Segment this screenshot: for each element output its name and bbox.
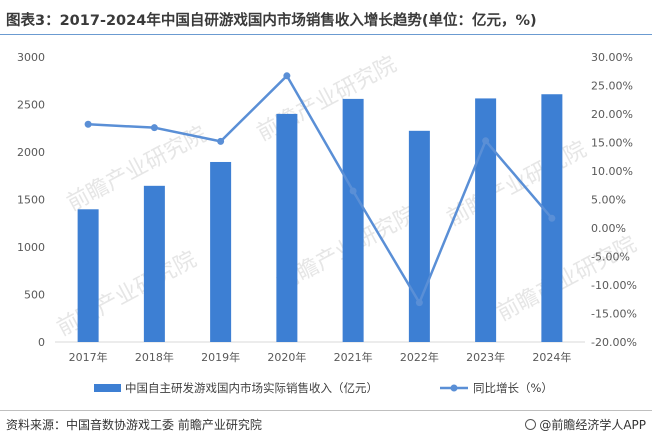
y-tick-label: 2500 xyxy=(17,99,45,112)
brand-credit: @前瞻经济学人APP xyxy=(525,416,646,433)
bar xyxy=(143,185,165,342)
line-series xyxy=(84,72,556,307)
chart-canvas: 前瞻产业研究院前瞻产业研究院前瞻产业研究院前瞻产业研究院前瞻产业研究院前瞻产业研… xyxy=(17,51,641,395)
y-axis-right: -20.00% -15.00% -10.00% -5.00% 0.00% 5.00% 10.… xyxy=(591,51,637,349)
x-tick-label: 2017年 xyxy=(69,350,108,364)
x-tick-label: 2018年 xyxy=(135,350,174,364)
bar xyxy=(77,209,99,342)
x-tick-label: 2019年 xyxy=(201,350,240,364)
watermark-text: 前瞻产业研究院 xyxy=(253,52,401,146)
legend-bar-swatch xyxy=(94,384,121,392)
line-point xyxy=(482,137,490,145)
y2-tick-label: -15.00% xyxy=(591,308,637,321)
y-tick-label: 1500 xyxy=(17,194,45,207)
bar xyxy=(475,98,497,342)
x-tick-label: 2023年 xyxy=(466,350,505,364)
bar xyxy=(342,98,364,343)
y2-tick-label: 5.00% xyxy=(591,194,626,207)
y2-tick-label: 15.00% xyxy=(591,137,633,150)
y2-tick-label: 20.00% xyxy=(591,108,633,121)
y2-tick-label: 10.00% xyxy=(591,165,633,178)
y2-tick-label: 25.00% xyxy=(591,80,633,93)
line-point xyxy=(84,120,92,128)
watermark-text: 前瞻产业研究院 xyxy=(63,122,211,216)
y2-tick-label: 0.00% xyxy=(591,222,626,235)
x-tick-label: 2024年 xyxy=(532,350,571,364)
x-axis: 2017年 2018年 2019年 2020年 2021年 2022年 2023年 2024年 xyxy=(69,350,572,364)
y-tick-label: 2000 xyxy=(17,146,45,159)
y-tick-label: 1000 xyxy=(17,241,45,254)
growth-line xyxy=(88,73,553,306)
x-tick-label: 2021年 xyxy=(334,350,373,364)
line-point xyxy=(283,72,291,80)
title-divider xyxy=(0,34,652,35)
watermark-text: 前瞻产业研究院 xyxy=(53,247,201,341)
y-tick-label: 500 xyxy=(24,289,45,302)
brand-label: @前瞻经济学人APP xyxy=(539,418,646,432)
x-tick-label: 2020年 xyxy=(267,350,306,364)
y2-tick-label: -10.00% xyxy=(591,279,637,292)
legend: 中国自主研发游戏国内市场实际销售收入（亿元） 同比增长（%） xyxy=(94,381,553,395)
y-tick-label: 3000 xyxy=(17,51,45,64)
line-point xyxy=(217,137,225,145)
bar xyxy=(408,130,430,342)
legend-line-marker xyxy=(450,384,458,392)
line-point xyxy=(349,187,357,195)
bar xyxy=(276,113,298,342)
legend-line-label: 同比增长（%） xyxy=(473,381,553,395)
watermark-text: 前瞻产业研究院 xyxy=(443,137,591,231)
line-point xyxy=(415,299,423,307)
chart-title: 图表3：2017-2024年中国自研游戏国内市场销售收入增长趋势(单位：亿元，%… xyxy=(6,13,537,29)
footer-divider xyxy=(0,410,652,411)
bar-series xyxy=(77,94,563,343)
y-axis-left: 0 500 1000 1500 2000 2500 3000 xyxy=(17,51,45,349)
line-point xyxy=(150,124,158,132)
bar xyxy=(210,161,232,342)
line-point xyxy=(548,214,556,222)
legend-bar-label: 中国自主研发游戏国内市场实际销售收入（亿元） xyxy=(125,381,378,395)
brand-logo-icon xyxy=(525,419,537,430)
source-note: 资料来源：中国音数协游戏工委 前瞻产业研究院 xyxy=(6,418,262,432)
y2-tick-label: 30.00% xyxy=(591,51,633,64)
x-tick-label: 2022年 xyxy=(400,350,439,364)
y2-tick-label: -5.00% xyxy=(591,251,630,264)
y-tick-label: 0 xyxy=(38,336,45,349)
y2-tick-label: -20.00% xyxy=(591,336,637,349)
